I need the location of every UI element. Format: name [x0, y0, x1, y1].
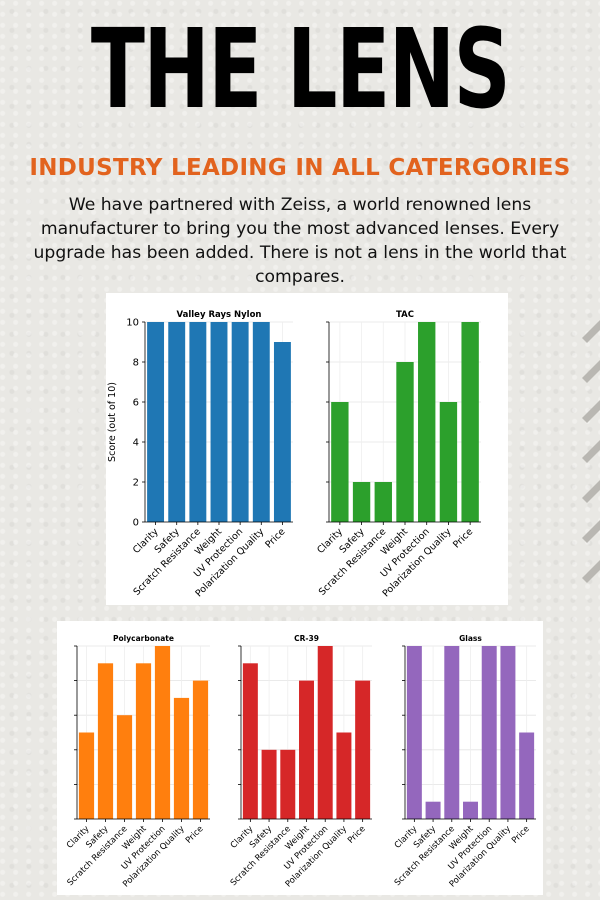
- x-tick-label-price: Price: [263, 526, 287, 550]
- bar-clarity: [147, 322, 165, 522]
- bar-weight: [299, 680, 314, 819]
- y-tick-label: 10: [126, 318, 139, 329]
- chevron-pattern-decoration: [582, 320, 600, 583]
- chart-title: TAC: [396, 310, 414, 320]
- bar-clarity: [331, 402, 349, 522]
- bar-weight: [135, 663, 152, 819]
- bar-weight: [396, 362, 414, 522]
- y-tick-label: 0: [133, 518, 139, 529]
- bar-polarization-quality: [252, 322, 270, 522]
- bar-price: [355, 680, 371, 819]
- page-subtitle: INDUSTRY LEADING IN ALL CATERGORIES: [29, 155, 571, 181]
- bar-scratch-resistance: [280, 749, 296, 819]
- x-tick-label-price: Price: [184, 824, 206, 846]
- bar-safety: [168, 322, 186, 522]
- bar-polarization-quality: [500, 646, 516, 819]
- y-tick-label: 4: [133, 438, 139, 449]
- bar-clarity: [242, 663, 258, 819]
- y-axis-label: Score (out of 10): [107, 382, 118, 462]
- bar-safety: [352, 482, 371, 522]
- chart-title: Polycarbonate: [113, 634, 174, 643]
- y-tick-label: 2: [133, 478, 139, 489]
- bar-scratch-resistance: [374, 482, 392, 522]
- bar-scratch-resistance: [189, 322, 207, 522]
- chart-title: Valley Rays Nylon: [177, 310, 262, 320]
- bar-scratch-resistance: [116, 715, 133, 819]
- x-tick-label-price: Price: [510, 824, 532, 846]
- y-tick-label: 6: [133, 398, 139, 409]
- bar-scratch-resistance: [444, 646, 460, 819]
- bar-uv-protection: [154, 646, 171, 819]
- bar-polarization-quality: [173, 697, 190, 819]
- chart-panel-bottom: Clarity Safety Scratch Resistance Weight UV …: [57, 621, 543, 895]
- bar-polarization-quality: [336, 732, 352, 819]
- bar-uv-protection: [418, 322, 436, 522]
- bar-polarization-quality: [439, 402, 458, 522]
- page-title: THE LENS: [90, 5, 511, 133]
- bar-safety: [261, 749, 277, 819]
- chart-panel-top: 0 2 4 6 8 10 Clarity Safety Scratch Resistance We…: [106, 293, 508, 605]
- bar-uv-protection: [317, 646, 333, 819]
- bar-price: [461, 322, 479, 522]
- x-tick-label-price: Price: [451, 526, 475, 550]
- chart-title: Glass: [459, 634, 482, 643]
- x-tick-label-price: Price: [346, 824, 368, 846]
- bar-safety: [97, 663, 114, 819]
- bar-price: [519, 732, 535, 819]
- bar-safety: [425, 801, 441, 819]
- bar-price: [192, 680, 209, 819]
- chart-title: CR-39: [294, 634, 319, 643]
- y-tick-label: 8: [133, 358, 139, 369]
- bar-clarity: [78, 732, 95, 819]
- bar-uv-protection: [231, 322, 249, 522]
- intro-paragraph: We have partnered with Zeiss, a world re…: [33, 195, 567, 287]
- bar-clarity: [406, 646, 422, 819]
- bar-weight: [463, 801, 478, 819]
- bar-price: [273, 342, 291, 522]
- bar-uv-protection: [481, 646, 497, 819]
- bar-weight: [210, 322, 228, 522]
